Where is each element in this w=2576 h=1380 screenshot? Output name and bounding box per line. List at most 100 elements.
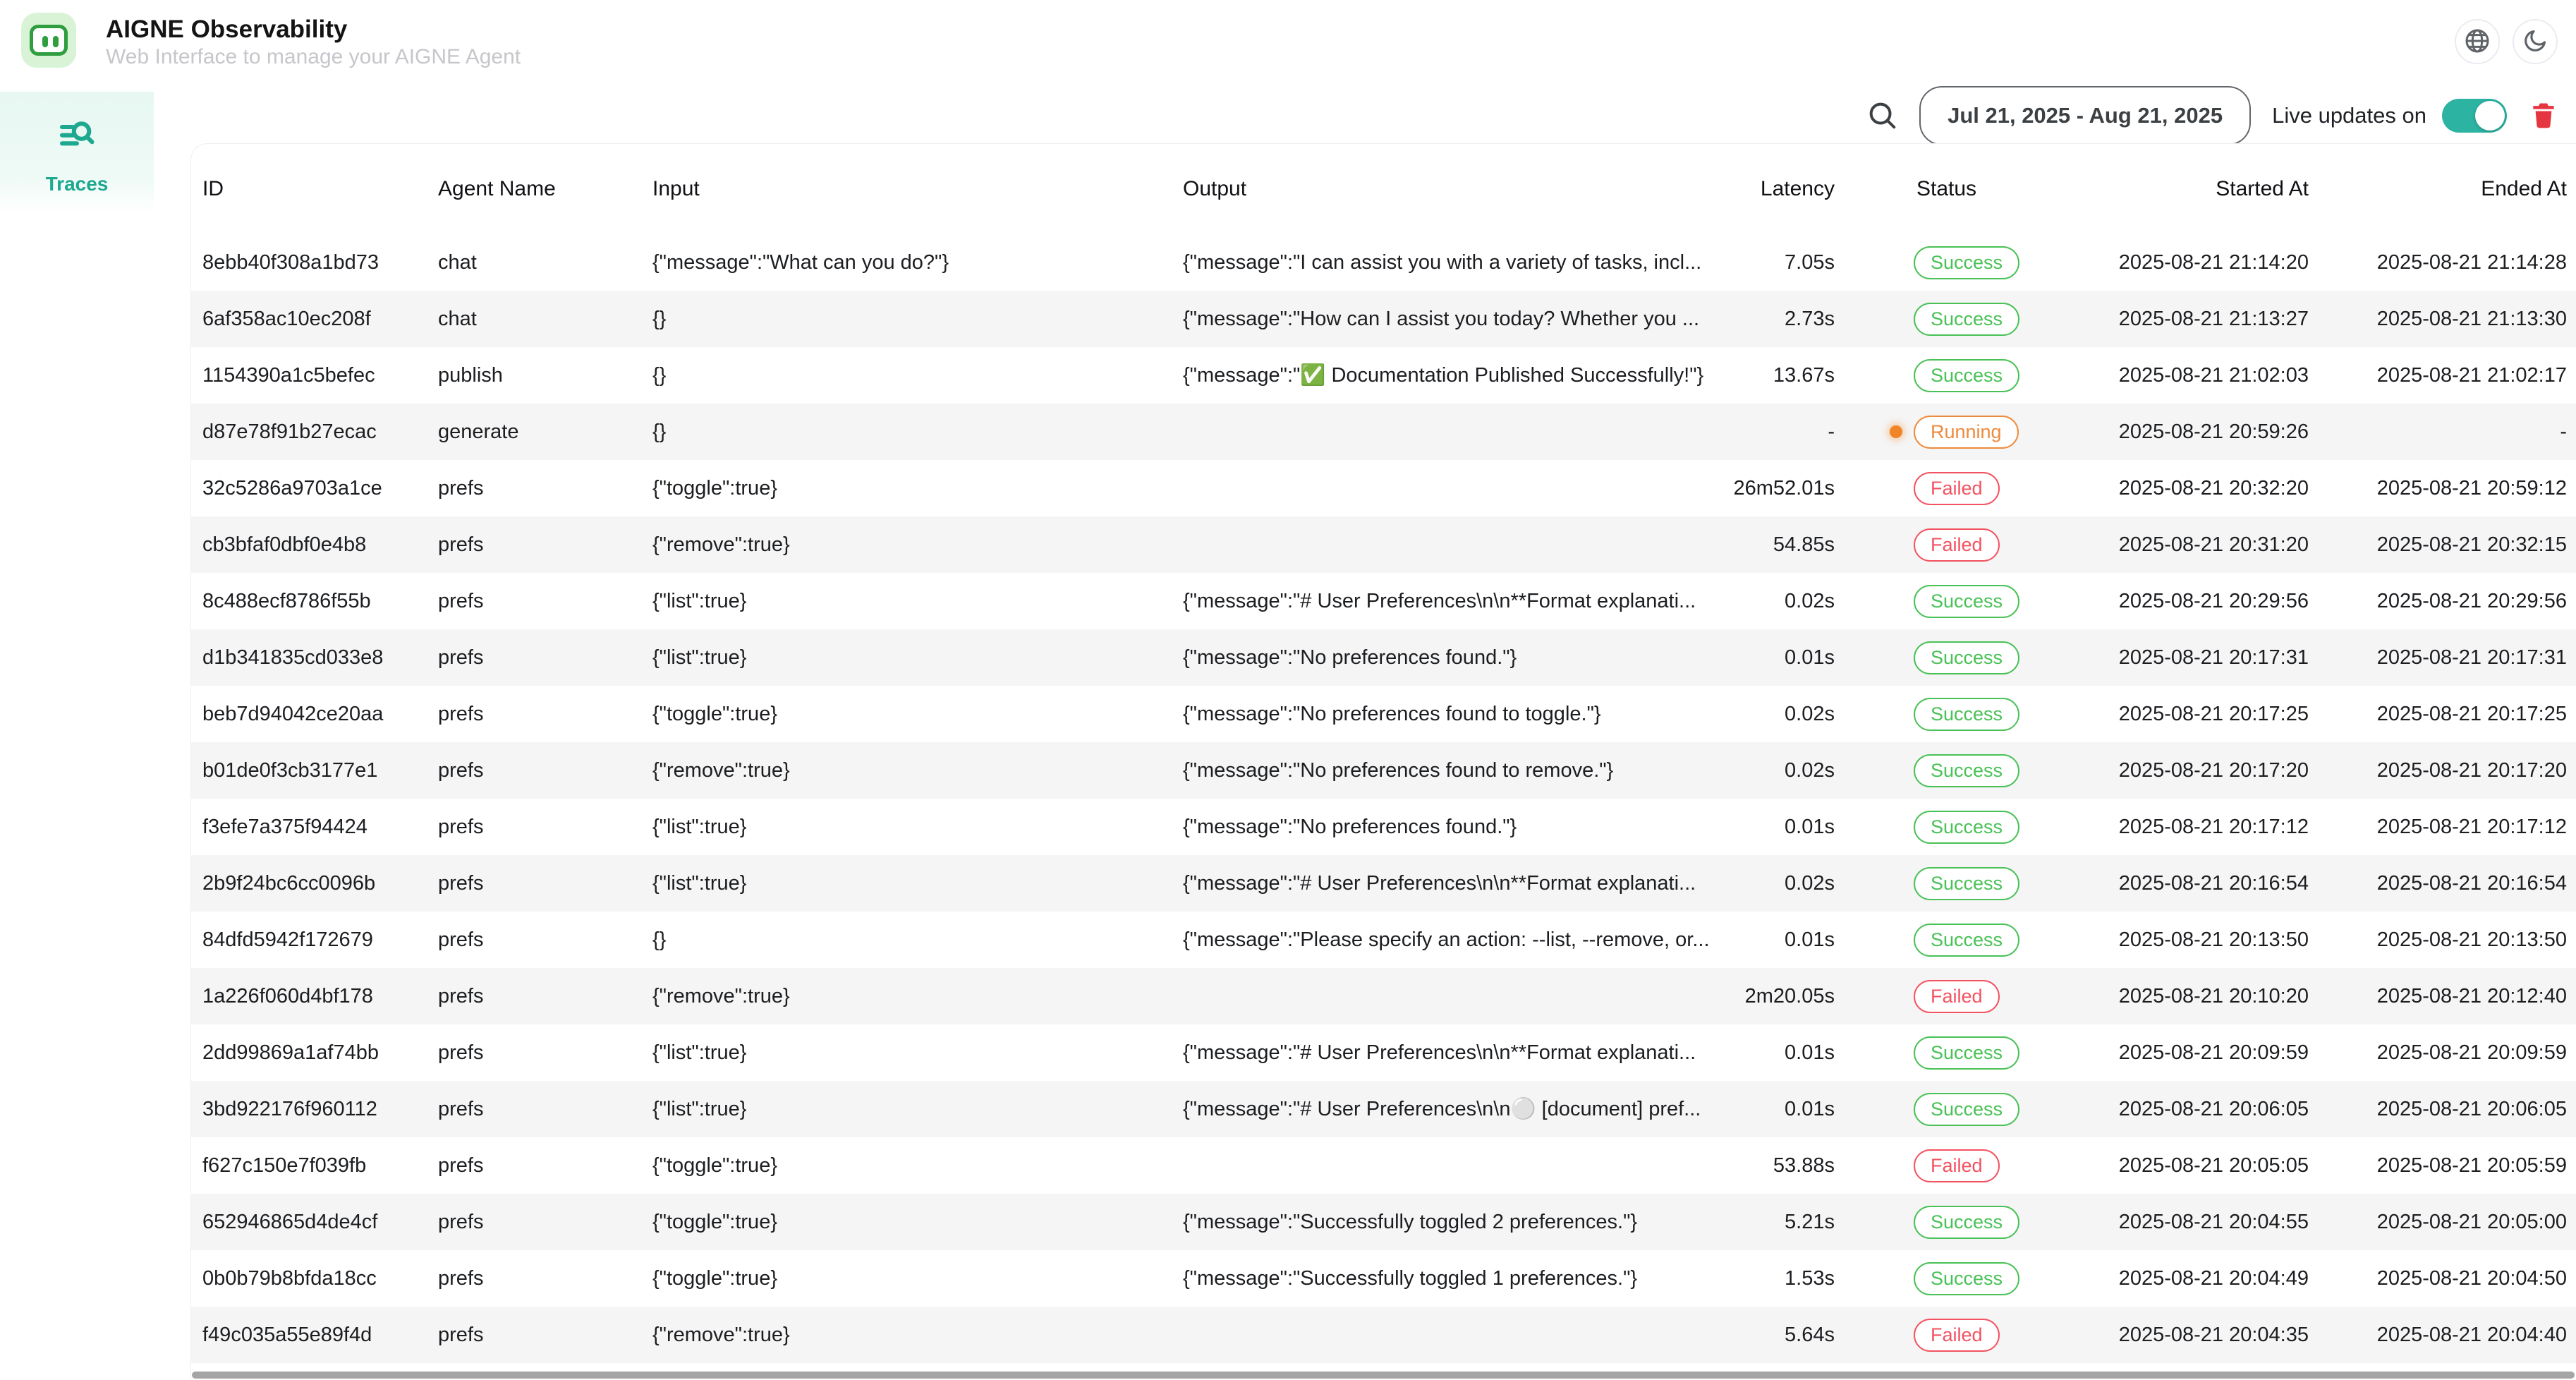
latency-cell: 0.01s — [1785, 1097, 1835, 1120]
status-badge: Running — [1914, 415, 2019, 449]
ended-cell: 2025-08-21 20:04:50 — [2376, 1266, 2567, 1290]
table-row[interactable]: 2dd99869a1af74bb prefs {"list":true} {"mess… — [191, 1024, 2576, 1081]
status-cell: Success — [1835, 234, 2074, 291]
topbar: AIGNE Observability Web Interface to man… — [0, 0, 2576, 92]
table-row[interactable]: f3efe7a375f94424 prefs {"list":true} {"mess… — [191, 799, 2576, 855]
output-cell: {"message":"No preferences found to remo… — [1183, 758, 1614, 782]
table-row[interactable]: 652946865d4de4cf prefs {"toggle":true} {"me… — [191, 1194, 2576, 1250]
table-row[interactable]: 6af358ac10ec208f chat {} {"message":"How ca… — [191, 291, 2576, 347]
horizontal-scrollbar[interactable] — [192, 1372, 2575, 1379]
status-badge: Success — [1914, 866, 2020, 900]
table-row[interactable]: b01de0f3cb3177e1 prefs {"remove":true} {"me… — [191, 742, 2576, 799]
table-row[interactable]: 3bd922176f960112 prefs {"list":true} {"mess… — [191, 1081, 2576, 1137]
table-row[interactable]: 32c5286a9703a1ce prefs {"toggle":true} 26m5… — [191, 460, 2576, 516]
status-cell: Running — [1835, 404, 2074, 460]
id-cell: 652946865d4de4cf — [202, 1210, 378, 1233]
ended-cell: 2025-08-21 20:17:25 — [2376, 702, 2567, 725]
agent-cell: prefs — [438, 533, 484, 556]
input-cell: {"list":true} — [652, 815, 747, 838]
sidebar-item-traces[interactable]: Traces — [0, 92, 154, 213]
table-row[interactable]: 2b9f24bc6cc0096b prefs {"list":true} {"mess… — [191, 855, 2576, 912]
agent-cell: prefs — [438, 928, 484, 951]
delete-button[interactable] — [2528, 99, 2559, 133]
ended-cell: 2025-08-21 20:05:00 — [2376, 1210, 2567, 1233]
id-cell: 1a226f060d4bf178 — [202, 984, 373, 1007]
agent-cell: prefs — [438, 646, 484, 669]
live-updates-toggle[interactable] — [2442, 99, 2507, 133]
agent-cell: prefs — [438, 815, 484, 838]
started-cell: 2025-08-21 20:17:25 — [2118, 702, 2309, 725]
input-cell: {"remove":true} — [652, 984, 790, 1007]
search-button[interactable] — [1866, 99, 1898, 133]
status-badge: Success — [1914, 753, 2020, 787]
table-row[interactable]: 1154390a1c5befec publish {} {"message":"✅ D… — [191, 347, 2576, 404]
table-row[interactable]: f627c150e7f039fb prefs {"toggle":true} 53.8… — [191, 1137, 2576, 1194]
table-row[interactable]: d1b341835cd033e8 prefs {"list":true} {"mess… — [191, 629, 2576, 686]
status-badge: Success — [1914, 584, 2020, 618]
latency-cell: - — [1828, 420, 1835, 443]
moon-icon — [2522, 28, 2548, 56]
status-badge: Success — [1914, 358, 2020, 392]
agent-cell: chat — [438, 250, 477, 274]
language-button[interactable] — [2455, 19, 2500, 64]
agent-cell: prefs — [438, 984, 484, 1007]
latency-cell: 0.01s — [1785, 646, 1835, 669]
status-cell: Success — [1835, 1250, 2074, 1307]
agent-cell: generate — [438, 420, 519, 443]
latency-cell: 54.85s — [1773, 533, 1835, 556]
table-row[interactable]: cb3bfaf0dbf0e4b8 prefs {"remove":true} 54.8… — [191, 516, 2576, 573]
date-range-picker[interactable]: Jul 21, 2025 - Aug 21, 2025 — [1919, 86, 2252, 145]
output-cell: {"message":"# User Preferences\n\n**Form… — [1183, 871, 1696, 895]
started-cell: 2025-08-21 20:16:54 — [2118, 871, 2309, 895]
id-cell: 2dd99869a1af74bb — [202, 1041, 379, 1064]
robot-face-icon — [30, 25, 68, 56]
col-header-ended: Ended At — [2481, 177, 2567, 200]
input-cell: {"list":true} — [652, 1097, 747, 1120]
input-cell: {"remove":true} — [652, 1323, 790, 1346]
input-cell: {"remove":true} — [652, 758, 790, 782]
status-cell: Success — [1835, 629, 2074, 686]
started-cell: 2025-08-21 20:04:35 — [2118, 1323, 2309, 1346]
latency-cell: 7.05s — [1785, 250, 1835, 274]
ended-cell: - — [2560, 420, 2567, 443]
status-cell: Failed — [1835, 1307, 2074, 1363]
latency-cell: 0.02s — [1785, 758, 1835, 782]
table-row[interactable]: f49c035a55e89f4d prefs {"remove":true} 5.64… — [191, 1307, 2576, 1363]
input-cell: {"toggle":true} — [652, 1266, 778, 1290]
table-row[interactable]: 0b0b79b8bfda18cc prefs {"toggle":true} {"me… — [191, 1250, 2576, 1307]
table-row[interactable]: d87e78f91b27ecac generate {} - Running 2025-0… — [191, 404, 2576, 460]
table-row[interactable]: 8ebb40f308a1bd73 chat {"message":"What can… — [191, 234, 2576, 291]
table-row[interactable]: 1a226f060d4bf178 prefs {"remove":true} 2m20… — [191, 968, 2576, 1024]
col-header-started: Started At — [2216, 177, 2309, 200]
table-row[interactable]: 84dfd5942f172679 prefs {} {"message":"Pleas… — [191, 912, 2576, 968]
date-range-value: Jul 21, 2025 - Aug 21, 2025 — [1948, 103, 2223, 128]
col-header-latency: Latency — [1760, 177, 1835, 200]
input-cell: {"list":true} — [652, 589, 747, 612]
status-cell: Success — [1835, 912, 2074, 968]
id-cell: b01de0f3cb3177e1 — [202, 758, 378, 782]
ended-cell: 2025-08-21 21:13:30 — [2376, 307, 2567, 330]
output-cell — [1183, 460, 1708, 516]
output-cell: {"message":"How can I assist you today? … — [1183, 307, 1700, 330]
agent-cell: prefs — [438, 702, 484, 725]
col-header-status: Status — [1916, 177, 1977, 200]
col-header-agent: Agent Name — [438, 177, 556, 200]
id-cell: d1b341835cd033e8 — [202, 646, 384, 669]
started-cell: 2025-08-21 20:13:50 — [2118, 928, 2309, 951]
status-cell: Success — [1835, 1081, 2074, 1137]
col-header-input: Input — [652, 177, 700, 200]
output-cell: {"message":"# User Preferences\n\n**Form… — [1183, 589, 1696, 612]
input-cell: {} — [652, 307, 667, 330]
status-cell: Success — [1835, 1024, 2074, 1081]
ended-cell: 2025-08-21 21:02:17 — [2376, 363, 2567, 387]
started-cell: 2025-08-21 20:04:55 — [2118, 1210, 2309, 1233]
theme-toggle-button[interactable] — [2513, 19, 2558, 64]
output-cell: {"message":"# User Preferences\n\n**Form… — [1183, 1041, 1696, 1064]
table-row[interactable]: beb7d94042ce20aa prefs {"toggle":true} {"me… — [191, 686, 2576, 742]
ended-cell: 2025-08-21 20:12:40 — [2376, 984, 2567, 1007]
table-row[interactable]: 8c488ecf8786f55b prefs {"list":true} {"mess… — [191, 573, 2576, 629]
status-badge: Success — [1914, 1092, 2020, 1126]
id-cell: 32c5286a9703a1ce — [202, 476, 382, 500]
started-cell: 2025-08-21 20:17:31 — [2118, 646, 2309, 669]
latency-cell: 0.02s — [1785, 589, 1835, 612]
